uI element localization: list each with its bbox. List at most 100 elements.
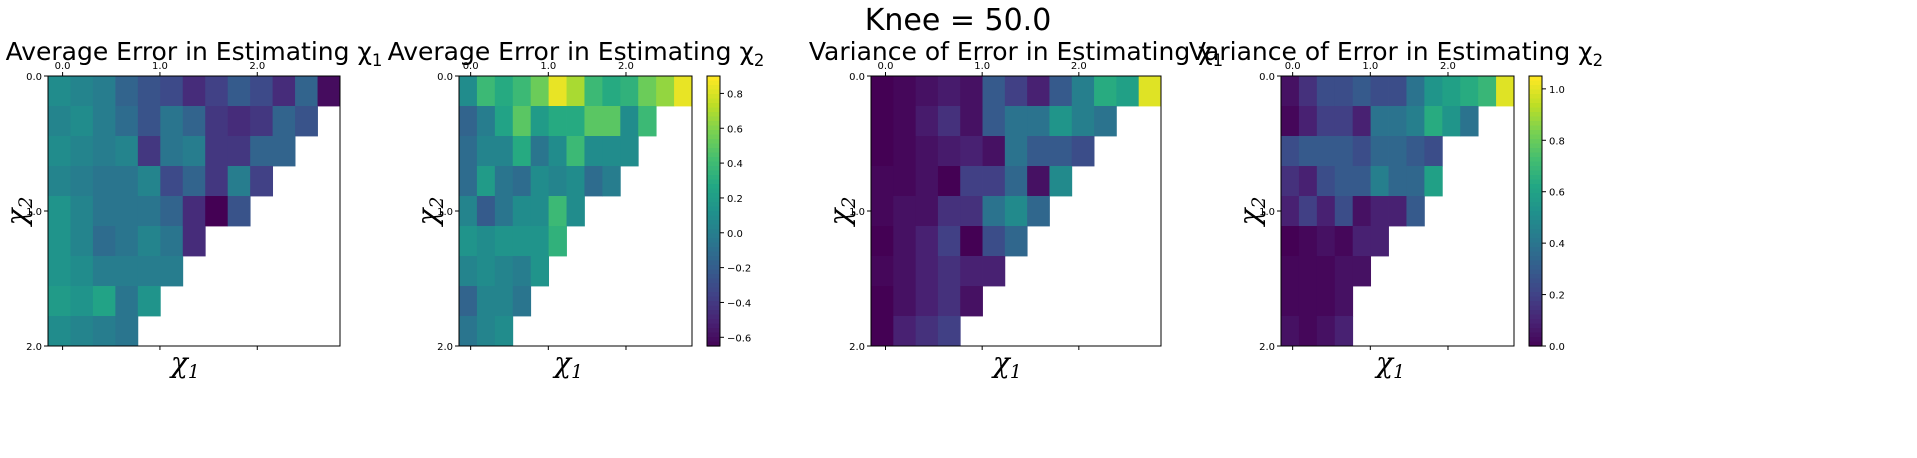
colorbar-segment	[707, 85, 720, 91]
colorbar-segment	[1529, 139, 1542, 145]
heatmap-cell	[182, 226, 206, 257]
colorbar-segment	[707, 341, 720, 347]
colorbar-segment	[1529, 251, 1542, 257]
heatmap-cell	[1049, 106, 1073, 137]
heatmap-cell	[1004, 136, 1028, 167]
heatmap-cell	[602, 76, 621, 107]
colorbar-segment	[707, 287, 720, 293]
heatmap-cell	[1316, 166, 1336, 197]
heatmap-cell	[70, 136, 94, 167]
colorbar-segment	[707, 332, 720, 338]
heatmap-cell	[982, 166, 1006, 197]
heatmap-cell	[512, 76, 532, 107]
y-tick-label: 2.0	[849, 342, 865, 353]
heatmap-cell	[137, 106, 161, 137]
heatmap-cell	[1352, 166, 1372, 197]
y-tick-label: 2.0	[437, 342, 453, 353]
heatmap-cell	[1116, 76, 1140, 107]
heatmap-cell	[459, 136, 478, 167]
colorbar-segment	[1529, 188, 1542, 194]
subscript: 2	[16, 197, 37, 210]
colorbar-segment	[707, 206, 720, 212]
heatmap-cell	[92, 76, 116, 107]
heatmap-cell	[205, 166, 229, 197]
heatmap-cell	[584, 166, 603, 197]
y-tick-label: 1.0	[849, 207, 865, 218]
colorbar-frame	[706, 75, 721, 347]
subscript: 1	[1213, 51, 1224, 70]
subscript: 2	[1593, 51, 1604, 70]
heatmap-cell	[566, 136, 585, 167]
heatmap-cell	[512, 196, 532, 227]
colorbar-segment	[1529, 98, 1542, 104]
heatmap-cell	[1027, 196, 1050, 227]
heatmap-cell	[530, 166, 550, 197]
heatmap-cell	[1281, 286, 1300, 317]
heatmap-cell	[937, 316, 961, 347]
heatmap-cell	[1406, 166, 1425, 197]
heatmap-cell	[92, 106, 116, 137]
x-tick-label: 1.0	[540, 61, 556, 72]
heatmap-cell	[893, 226, 917, 257]
colorbar-segment	[1529, 287, 1542, 293]
x-tick-label: 2.0	[1071, 61, 1087, 72]
heatmap-cell	[960, 256, 983, 287]
x-tick-label: 0.0	[1285, 61, 1301, 72]
heatmap-cell	[982, 196, 1006, 227]
colorbar-segment	[1529, 233, 1542, 239]
colorbar-segment	[707, 107, 720, 113]
heatmap-cell	[272, 76, 296, 107]
colorbar-segment	[1529, 323, 1542, 329]
heatmap-cell	[530, 256, 550, 287]
heatmap-cell	[871, 106, 894, 137]
heatmap-cell	[1316, 196, 1336, 227]
colorbar-tick-label: 0.8	[727, 89, 743, 100]
heatmap-cell	[1094, 76, 1117, 107]
subscript: 1	[1393, 362, 1405, 383]
subscript: 1	[1010, 362, 1022, 383]
heatmap-cell	[871, 196, 894, 227]
heatmap-cell	[48, 136, 71, 167]
heatmap-cell	[160, 196, 184, 227]
heatmap-cell	[48, 76, 71, 107]
heatmap-cell	[48, 316, 71, 347]
heatmap-cell	[476, 256, 496, 287]
heatmap-cell	[937, 286, 961, 317]
colorbar-segment	[707, 130, 720, 136]
heatmap-cell	[476, 316, 496, 347]
colorbar-segment	[1529, 206, 1542, 212]
heatmap-cell	[915, 76, 939, 107]
heatmap-cell	[937, 256, 961, 287]
heatmap-cell	[137, 286, 161, 317]
heatmap-cell	[530, 76, 550, 107]
heatmap-cell	[548, 226, 567, 257]
colorbar-segment	[707, 215, 720, 221]
colorbar-segment	[707, 260, 720, 266]
panel-title: Average Error in Estimating χ2	[388, 37, 765, 70]
heatmap-cell	[1442, 106, 1461, 137]
heatmap-cell	[1298, 256, 1318, 287]
y-tick-label: 2.0	[26, 342, 42, 353]
colorbar-segment	[1529, 319, 1542, 325]
heatmap-panel-3: Variance of Error in Estimating χ10.0 1.0…	[809, 37, 1223, 383]
heatmap-cell	[937, 166, 961, 197]
colorbar-segment	[1529, 301, 1542, 307]
y-axis-label: χ2	[1233, 197, 1270, 228]
heatmap-cell	[160, 76, 184, 107]
heatmap-cell	[960, 106, 983, 137]
heatmap-cell	[937, 76, 961, 107]
heatmap-cell	[1298, 136, 1318, 167]
colorbar-segment	[1529, 89, 1542, 95]
heatmap-cell	[1460, 76, 1479, 107]
x-axis-label: χ1	[552, 346, 583, 383]
colorbar-segment	[1529, 175, 1542, 181]
heatmap-cell	[295, 106, 318, 137]
heatmap-cell	[871, 286, 894, 317]
heatmap-cell	[1281, 226, 1300, 257]
colorbar-tick-label: 0.0	[727, 229, 743, 240]
colorbar-segment	[707, 278, 720, 284]
heatmap-cell	[70, 286, 94, 317]
heatmap-cell	[494, 136, 514, 167]
colorbar-frame	[1528, 75, 1543, 347]
colorbar-segment	[1529, 130, 1542, 136]
